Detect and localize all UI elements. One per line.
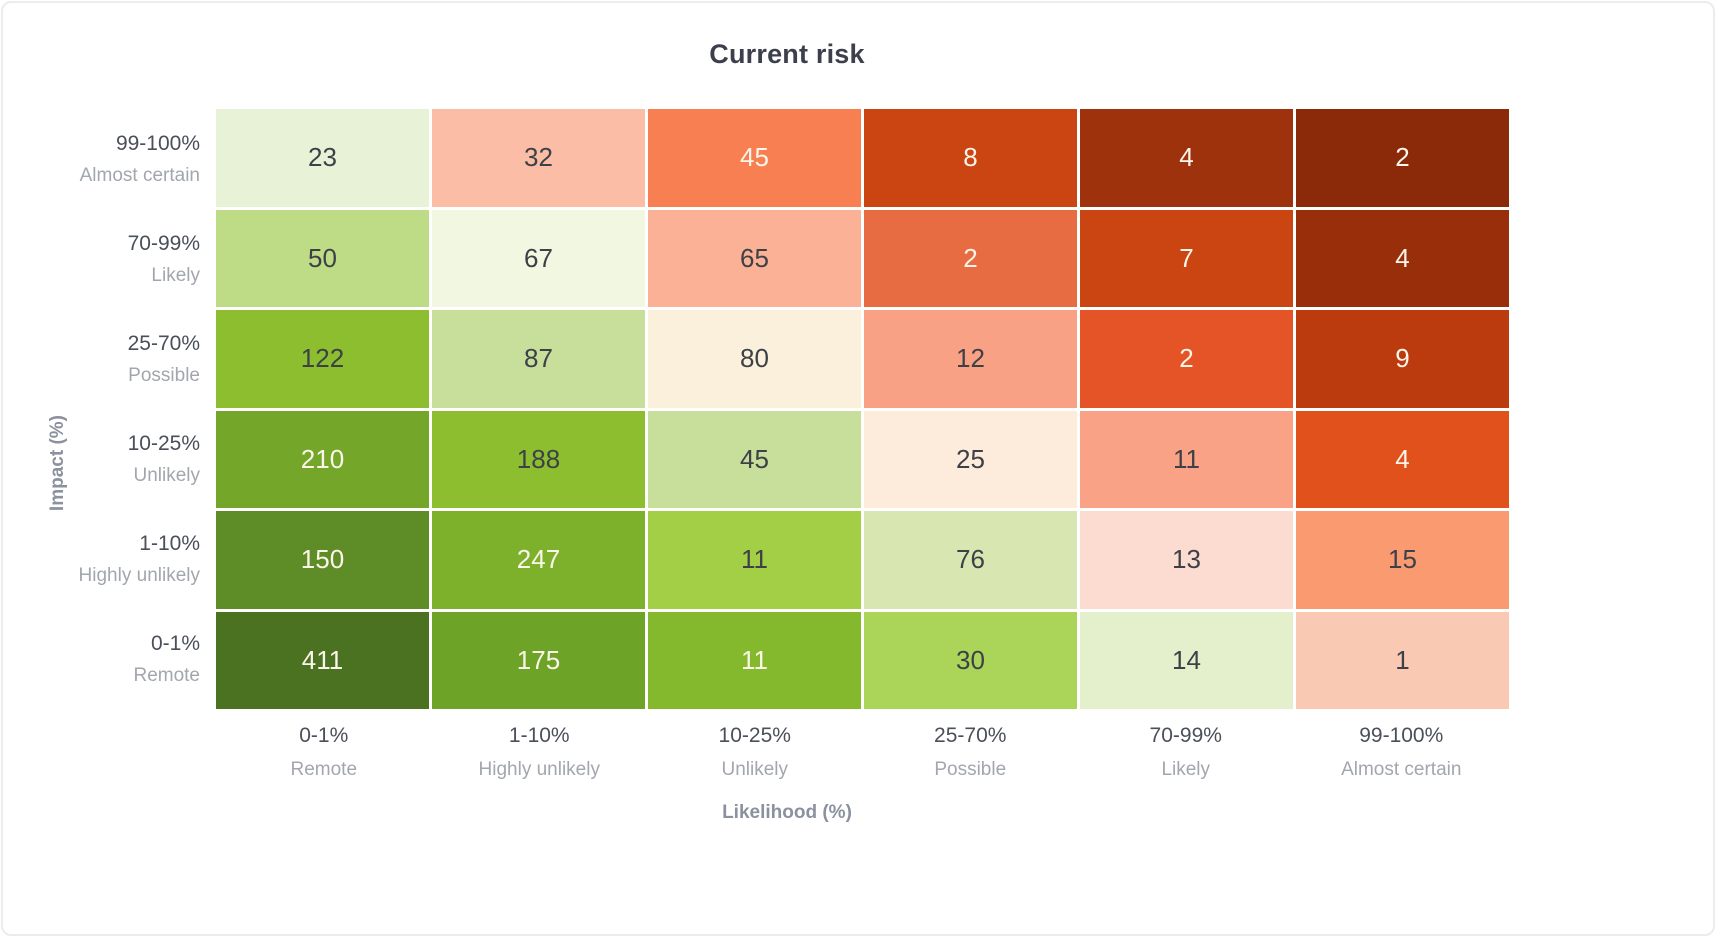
chart-title: Current risk [709,39,865,69]
heatmap-cell[interactable]: 12 [864,310,1077,408]
heatmap-cell[interactable]: 1 [1296,611,1509,709]
likelihood-descriptor-tick: Unlikely [721,759,789,780]
heatmap-cell[interactable]: 65 [648,209,861,307]
impact-range-tick: 25-70% [127,331,200,355]
heatmap-cell[interactable]: 210 [216,410,429,508]
heatmap-cell[interactable]: 7 [1080,209,1293,307]
impact-descriptor-tick: Unlikely [133,464,200,486]
heatmap-cell[interactable]: 4 [1296,410,1509,508]
likelihood-range-tick: 0-1% [299,724,349,747]
heatmap-cell[interactable]: 9 [1296,310,1509,408]
likelihood-range-tick: 10-25% [718,724,791,747]
heatmap-cell[interactable]: 150 [216,511,429,609]
heatmap-cell[interactable]: 30 [864,611,1077,709]
heatmap-cell[interactable]: 411 [216,611,429,709]
heatmap-cell[interactable]: 45 [648,109,861,207]
heatmap-cell[interactable]: 8 [864,109,1077,207]
impact-descriptor-tick: Likely [151,264,200,286]
impact-range-tick: 1-10% [139,531,200,555]
heatmap-cell[interactable]: 32 [432,109,645,207]
y-axis-row-label: 25-70% Possible [3,309,200,409]
heatmap-cell[interactable]: 50 [216,209,429,307]
x-axis-column-label: 1-10% Highly unlikely [432,724,648,781]
heatmap-cell[interactable]: 11 [1080,410,1293,508]
likelihood-descriptor-tick: Almost certain [1341,759,1462,780]
impact-range-tick: 0-1% [150,631,200,655]
heatmap-cell[interactable]: 122 [216,310,429,408]
likelihood-range-tick: 25-70% [934,724,1007,747]
likelihood-descriptor-tick: Likely [1161,759,1211,780]
heatmap-cell[interactable]: 15 [1296,511,1509,609]
heatmap-cell[interactable]: 175 [432,611,645,709]
x-axis-column-label: 70-99% Likely [1078,724,1294,781]
x-axis-column-label: 25-70% Possible [863,724,1079,781]
heatmap-cell[interactable]: 14 [1080,611,1293,709]
impact-descriptor-tick: Highly unlikely [78,564,200,586]
heatmap-cell[interactable]: 188 [432,410,645,508]
impact-range-tick: 70-99% [127,231,200,255]
impact-descriptor-tick: Remote [133,664,200,686]
heatmap-cell[interactable]: 2 [864,209,1077,307]
heatmap-cell[interactable]: 25 [864,410,1077,508]
x-axis-labels: 0-1% Remote 1-10% Highly unlikely 10-25% Unli… [216,724,1509,781]
y-axis-row-label: 1-10% Highly unlikely [3,509,200,609]
heatmap-cell[interactable]: 87 [432,310,645,408]
impact-descriptor-tick: Possible [128,364,200,386]
y-axis-row-label: 70-99% Likely [3,209,200,309]
heatmap-cell[interactable]: 2 [1080,310,1293,408]
impact-descriptor-tick: Almost certain [79,164,200,186]
heatmap-cell[interactable]: 23 [216,109,429,207]
heatmap-cell[interactable]: 13 [1080,511,1293,609]
impact-range-tick: 99-100% [115,131,200,155]
likelihood-range-tick: 1-10% [508,724,570,747]
heatmap-cell[interactable]: 11 [648,511,861,609]
y-axis-row-label: 0-1% Remote [3,609,200,709]
x-axis-column-label: 10-25% Unlikely [647,724,863,781]
heatmap-cell[interactable]: 247 [432,511,645,609]
x-axis-title: Likelihood (%) [722,802,852,823]
likelihood-descriptor-tick: Possible [934,759,1007,780]
heatmap-cell[interactable]: 4 [1080,109,1293,207]
impact-range-tick: 10-25% [127,431,200,455]
x-axis-column-label: 0-1% Remote [216,724,432,781]
x-axis-column-label: 99-100% Almost certain [1294,724,1510,781]
heatmap-cell[interactable]: 11 [648,611,861,709]
heatmap-cell[interactable]: 67 [432,209,645,307]
heatmap-grid: 23 32 45 8 4 2 50 67 65 2 7 4 122 87 80 12 2 9 210 188 45 25 1… [216,109,1509,709]
heatmap-cell[interactable]: 45 [648,410,861,508]
likelihood-descriptor-tick: Remote [290,759,358,780]
likelihood-range-tick: 70-99% [1149,724,1222,747]
y-axis-row-label: 10-25% Unlikely [3,409,200,509]
y-axis-row-label: 99-100% Almost certain [3,109,200,209]
heatmap-cell[interactable]: 76 [864,511,1077,609]
likelihood-descriptor-tick: Highly unlikely [478,759,600,780]
y-axis-labels: 99-100% Almost certain 70-99% Likely 25-70% P… [3,109,200,709]
heatmap-cell[interactable]: 4 [1296,209,1509,307]
heatmap-cell[interactable]: 80 [648,310,861,408]
heatmap-cell[interactable]: 2 [1296,109,1509,207]
likelihood-range-tick: 99-100% [1359,724,1444,747]
